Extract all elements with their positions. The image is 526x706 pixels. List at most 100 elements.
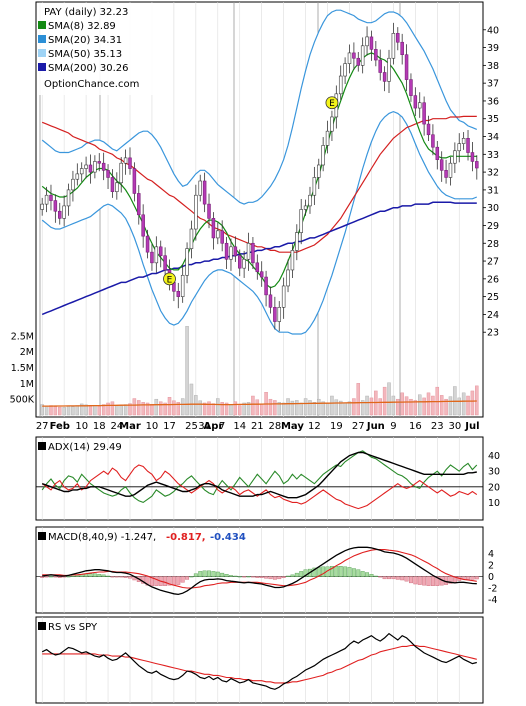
indicator-lines — [36, 450, 483, 690]
volume-bar — [417, 394, 422, 416]
macd-histogram-bar — [97, 574, 102, 577]
adx-panel-frame — [35, 436, 484, 521]
macd-histogram-bar — [49, 576, 53, 578]
macd-histogram-bar — [255, 576, 260, 578]
macd-histogram-bar — [268, 576, 273, 580]
candle-body — [185, 248, 189, 276]
macd-histogram-bar — [101, 574, 106, 577]
volume-bar — [202, 402, 207, 416]
volume-bar — [211, 403, 216, 416]
watermark: OptionChance.com — [44, 79, 139, 90]
macd-histogram-bar — [321, 566, 326, 577]
rs-title: RS vs SPY — [48, 622, 98, 633]
volume-bar — [93, 404, 97, 416]
rs-title-swatch — [38, 622, 46, 630]
x-tick-label: Apr — [203, 421, 223, 432]
candle-body — [466, 138, 470, 153]
volume-bar — [49, 405, 53, 416]
macd-histogram-bar — [229, 575, 233, 577]
macd-histogram-bar — [224, 574, 229, 577]
macd-histogram-bar — [250, 576, 255, 578]
candle-body — [110, 177, 115, 192]
chart-title: PAY (daily) 32.23 — [44, 7, 128, 18]
macd-histogram-bar — [167, 576, 172, 586]
candle-body — [264, 276, 268, 296]
candle-body — [84, 164, 88, 169]
candle-body — [49, 194, 53, 201]
adx-tick-label: 10 — [488, 498, 500, 509]
volume-bar — [66, 406, 71, 416]
macd-histogram-bar — [180, 576, 185, 583]
volume-bar — [163, 402, 167, 416]
volume-bar — [409, 398, 413, 416]
volume-bar — [259, 403, 264, 416]
volume-tick-label: 2M — [20, 347, 34, 358]
macd-histogram-bar — [365, 572, 370, 577]
volume-bar — [128, 403, 132, 416]
volume-bar — [106, 402, 110, 416]
earnings-marker — [325, 96, 339, 110]
volume-bar — [238, 405, 242, 416]
rs-panel-frame — [35, 616, 484, 704]
macd-histogram-bar — [92, 573, 97, 577]
volume-bar — [343, 402, 347, 416]
macd-histogram-bar — [220, 572, 225, 577]
volume-bar — [268, 398, 273, 416]
volume-bar — [365, 395, 369, 416]
candle-body — [132, 168, 137, 194]
candle-body — [356, 57, 361, 66]
macd-histogram-bar — [426, 576, 431, 586]
candle-body — [189, 228, 194, 249]
candle-body — [426, 123, 431, 136]
candle-body — [255, 262, 260, 273]
candle-body — [317, 164, 321, 178]
macd-histogram-bar — [242, 576, 247, 578]
macd-histogram-bar — [422, 576, 427, 586]
volume-bar — [150, 404, 154, 416]
volume-bar — [44, 405, 49, 416]
volume-bar — [299, 402, 303, 416]
candle-body — [88, 164, 93, 173]
volume-bar — [84, 404, 88, 416]
macd-histogram-bar — [369, 574, 374, 577]
candle-body — [251, 242, 255, 264]
volume-bar — [137, 400, 141, 416]
volume-tick-label: 1M — [20, 379, 34, 390]
candle-body — [439, 159, 444, 171]
macd-histogram-bar — [408, 576, 413, 584]
candle-body — [295, 232, 299, 251]
candle-body — [422, 102, 426, 125]
macd-histogram-bar — [400, 576, 405, 581]
candle-body — [360, 45, 365, 66]
macd-histogram-bar — [435, 576, 440, 586]
volume-bar — [391, 395, 396, 416]
price-tick-label: 24 — [487, 310, 499, 321]
axis-labels: 4039383736353433323130292827262524232.5M… — [10, 25, 500, 606]
candle-body — [194, 194, 198, 230]
candle-body — [154, 246, 159, 264]
volume-bar — [172, 400, 176, 416]
volume-bar — [216, 398, 220, 416]
candle-body — [53, 200, 58, 212]
volume-bar — [356, 383, 361, 416]
macd-histogram-bar — [404, 576, 409, 582]
candle-body — [58, 210, 62, 219]
rs-average-line — [42, 644, 477, 684]
candle-body — [246, 242, 251, 260]
macd-histogram-bar — [329, 566, 334, 577]
macd-histogram-bar — [185, 576, 190, 580]
macd-hist-value: -0.434 — [210, 532, 246, 543]
legend-swatch-sma50 — [38, 49, 46, 57]
candle-body — [216, 230, 220, 239]
x-tick-label: 30 — [448, 421, 461, 432]
macd-histogram-bar — [237, 576, 242, 578]
volume-bar — [404, 396, 409, 416]
x-tick-label: 28 — [268, 421, 281, 432]
macd-histogram-bar — [163, 576, 168, 586]
candle-body — [211, 218, 216, 239]
price-tick-label: 23 — [487, 328, 499, 339]
sma50-line — [41, 115, 477, 253]
macd-histogram-bar — [246, 576, 251, 578]
volume-bar — [75, 405, 80, 416]
candle-body — [233, 246, 238, 257]
